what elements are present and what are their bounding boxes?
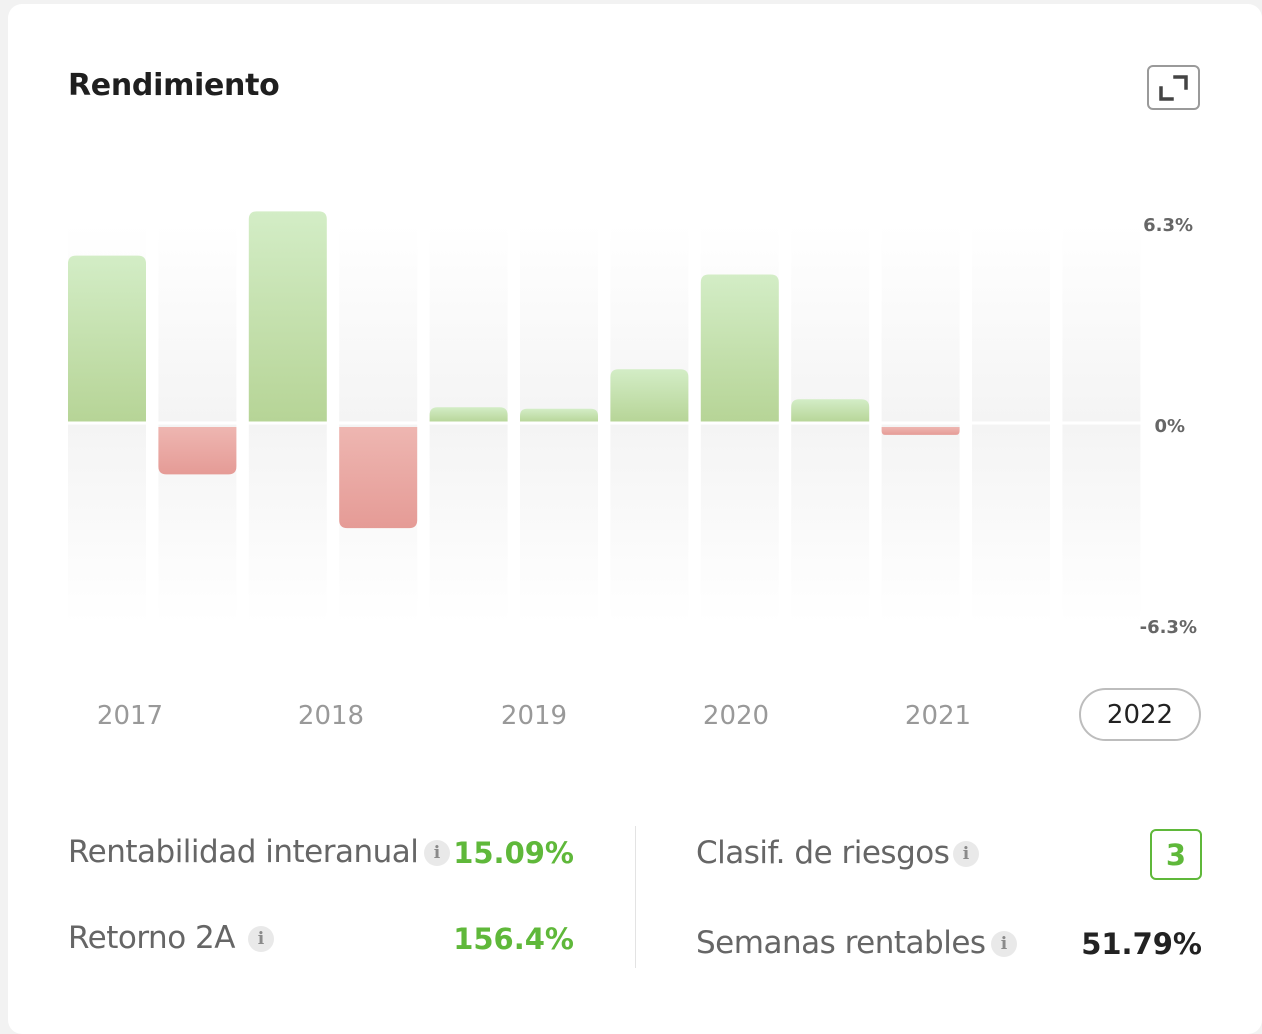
semanas-label: Semanas rentables	[696, 925, 986, 961]
info-icon[interactable]: i	[953, 841, 979, 867]
year-2018[interactable]: 2018	[297, 701, 365, 731]
bar-background	[881, 423, 960, 624]
expand-button[interactable]	[1147, 65, 1200, 110]
info-icon[interactable]: i	[991, 931, 1017, 957]
y-tick-zero: 0%	[1154, 416, 1185, 437]
year-2022-selected[interactable]: 2022	[1079, 688, 1201, 741]
bar-background	[429, 224, 508, 423]
performance-card: Rendimiento	[8, 4, 1262, 1034]
info-icon[interactable]: i	[424, 840, 450, 866]
retorno-value: 156.4%	[453, 922, 574, 956]
bar-background	[429, 423, 508, 624]
stats-divider	[635, 826, 636, 968]
expand-icon	[1159, 75, 1188, 101]
performance-chart: 6.3% 0% -6.3%	[68, 211, 1197, 638]
bar-negative[interactable]	[158, 427, 237, 475]
bar-background	[1062, 423, 1141, 624]
bar-background	[791, 224, 870, 423]
bar-positive[interactable]	[610, 369, 689, 423]
bar-background	[881, 224, 960, 423]
risk-badge: 3	[1150, 829, 1202, 880]
rentabilidad-label: Rentabilidad interanual	[68, 834, 419, 870]
rentabilidad-value: 15.09%	[453, 836, 574, 870]
y-tick-bottom: -6.3%	[1140, 617, 1197, 638]
retorno-label: Retorno 2A	[68, 920, 235, 956]
bar-positive[interactable]	[429, 407, 508, 423]
year-2021[interactable]: 2021	[904, 701, 972, 731]
bar-background	[700, 423, 779, 624]
bar-background	[339, 224, 418, 423]
card-title: Rendimiento	[68, 68, 280, 103]
bar-background	[248, 423, 327, 624]
bar-background	[68, 423, 146, 624]
bar-background	[972, 224, 1050, 423]
bar-background	[791, 423, 870, 624]
bar-background	[520, 224, 598, 423]
year-2017[interactable]: 2017	[96, 701, 164, 731]
year-2020[interactable]: 2020	[702, 701, 770, 731]
riesgo-label: Clasif. de riesgos	[696, 835, 950, 871]
bar-negative[interactable]	[881, 427, 960, 435]
bar-positive[interactable]	[700, 274, 779, 423]
bar-background	[1062, 224, 1141, 423]
y-tick-top: 6.3%	[1143, 215, 1193, 236]
semanas-value: 51.79%	[1081, 927, 1202, 961]
bar-positive[interactable]	[248, 211, 327, 423]
bar-positive[interactable]	[791, 399, 870, 423]
bar-background	[520, 423, 598, 624]
bar-background	[158, 224, 237, 423]
bar-positive[interactable]	[520, 408, 598, 423]
bar-negative[interactable]	[339, 427, 418, 529]
bar-background	[610, 423, 689, 624]
bar-background	[972, 423, 1050, 624]
bar-positive[interactable]	[68, 255, 146, 423]
year-2019[interactable]: 2019	[500, 701, 568, 731]
info-icon[interactable]: i	[248, 926, 274, 952]
